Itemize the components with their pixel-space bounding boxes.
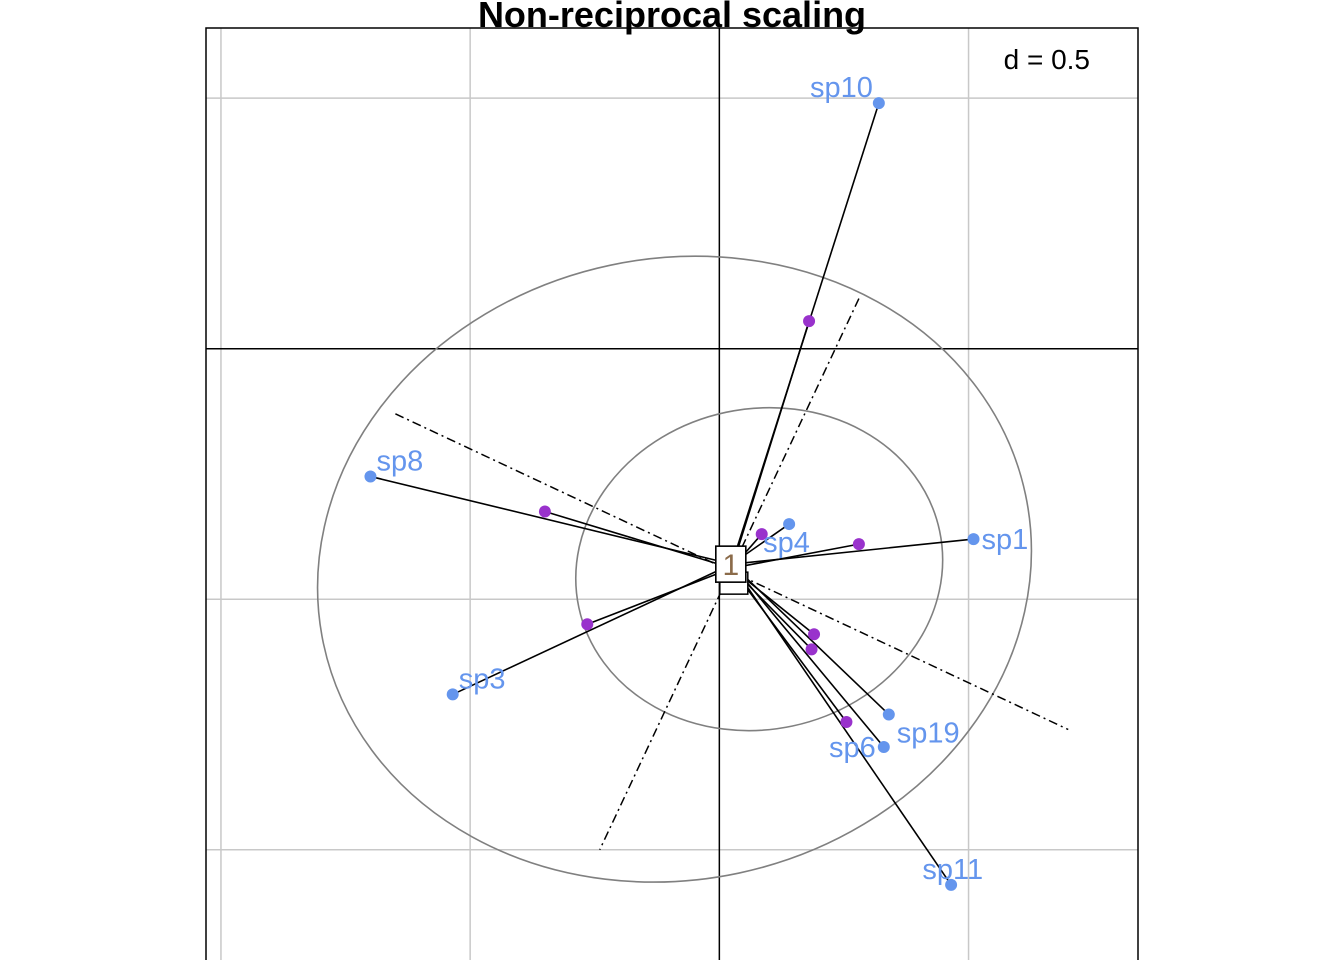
site-segment [731, 543, 860, 569]
site-point [840, 715, 853, 728]
center-label: 1 [722, 549, 739, 582]
species-point [945, 878, 958, 891]
species-point [872, 97, 885, 110]
segments [370, 102, 974, 886]
site-segment [586, 567, 733, 626]
plot-frame [205, 27, 1139, 960]
species-point [877, 741, 890, 754]
species-label: sp6 [829, 732, 876, 764]
species-point [364, 470, 377, 483]
species-point [446, 688, 459, 701]
site-point [538, 505, 551, 518]
site-segment [731, 320, 810, 569]
center-box [715, 545, 747, 583]
species-points: sp10 sp8 sp1 sp4 sp3 sp19 sp6 sp11 [364, 72, 1028, 891]
species-label: sp19 [897, 717, 960, 749]
site-point [808, 628, 821, 641]
site-points [538, 315, 865, 728]
species-label: sp8 [376, 445, 423, 477]
chart-title: Non-reciprocal scaling [477, 0, 867, 35]
grid [206, 28, 1138, 960]
species-label: sp4 [763, 527, 810, 559]
ellipse [316, 255, 1033, 883]
species-label: sp10 [810, 72, 873, 104]
site-point [755, 528, 768, 541]
site-point [852, 538, 865, 551]
species-point [967, 533, 980, 546]
site-segment [544, 510, 733, 569]
zero-axes [206, 28, 1138, 960]
site-segment [731, 567, 848, 723]
species-label: sp3 [459, 663, 506, 695]
site-point [805, 643, 818, 656]
grid-scale-label: d = 0.5 [1004, 44, 1090, 75]
species-label: sp1 [982, 524, 1029, 556]
center-marker: 1 [715, 545, 749, 595]
site-point [803, 315, 816, 328]
ellipses [316, 255, 1033, 883]
species-point [882, 708, 895, 721]
species-label: sp11 [922, 854, 983, 886]
ellipse [574, 406, 944, 732]
species-point [783, 518, 796, 531]
site-point [581, 618, 594, 631]
